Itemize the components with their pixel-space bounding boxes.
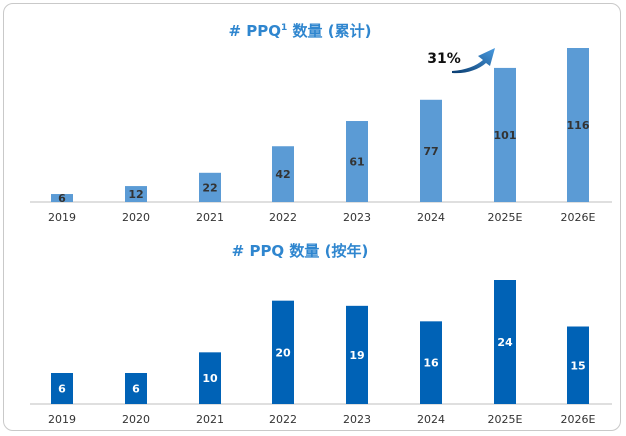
top-bar-2021 [199, 172, 221, 202]
bottom-data-label-2023: 19 [349, 349, 364, 362]
bottom-bar-2025E [494, 280, 516, 404]
bottom-tick-label-2026E: 2026E [561, 413, 596, 426]
bottom-chart: 6 2019 6 2020 10 2021 20 2022 19 2023 16 2024 24 2025… [30, 280, 612, 426]
top-data-label-2023: 61 [349, 156, 364, 169]
top-tick-label-2026E: 2026E [561, 211, 596, 224]
top-chart-title: # PPQ1 数量 (累计) [229, 22, 372, 40]
growth-arrow-icon [452, 48, 495, 74]
top-tick-label-2020: 2020 [122, 211, 150, 224]
bottom-tick-label-2019: 2019 [48, 413, 76, 426]
bottom-chart-title: # PPQ 数量 (按年) [232, 242, 369, 260]
top-data-label-2022: 42 [275, 168, 290, 181]
top-tick-label-2019: 2019 [48, 211, 76, 224]
bottom-tick-label-2022: 2022 [269, 413, 297, 426]
top-bar-2020 [125, 186, 147, 202]
bottom-data-label-2024: 16 [423, 357, 439, 370]
top-data-label-2020: 12 [128, 188, 143, 201]
bottom-bar-2024 [420, 321, 442, 404]
growth-rate-label: 31% [427, 51, 461, 67]
bottom-tick-label-2024: 2024 [417, 413, 445, 426]
bottom-data-label-2020: 6 [132, 383, 140, 396]
bottom-data-label-2019: 6 [58, 383, 66, 396]
top-data-label-2026E: 116 [567, 119, 590, 132]
top-data-label-2024: 77 [423, 145, 438, 158]
top-tick-label-2025E: 2025E [488, 211, 523, 224]
top-data-label-2025E: 101 [494, 129, 517, 142]
top-bar-2022 [272, 146, 294, 202]
top-bar-2024 [420, 99, 442, 202]
bottom-tick-label-2021: 2021 [196, 413, 224, 426]
top-tick-label-2023: 2023 [343, 211, 371, 224]
top-chart: 6 2019 12 2020 22 2021 42 2022 61 2023 77 2024 101 20… [30, 48, 612, 224]
top-bar-2019 [51, 194, 73, 202]
growth-arrow-annotation: 31% [427, 48, 495, 74]
bottom-data-label-2021: 10 [202, 372, 218, 385]
bottom-tick-label-2020: 2020 [122, 413, 150, 426]
bottom-tick-label-2025E: 2025E [488, 413, 523, 426]
bottom-bar-2022 [272, 300, 294, 404]
chart-frame [3, 3, 621, 431]
top-bar-2023 [346, 121, 368, 202]
top-tick-label-2024: 2024 [417, 211, 445, 224]
bottom-data-label-2026E: 15 [570, 359, 585, 372]
bottom-bar-2019 [51, 373, 73, 404]
top-bar-2026E [567, 48, 589, 202]
bottom-bar-2026E [567, 326, 589, 404]
top-tick-label-2021: 2021 [196, 211, 224, 224]
bottom-bar-2023 [346, 305, 368, 404]
bottom-data-label-2022: 20 [275, 346, 291, 359]
bottom-data-label-2025E: 24 [497, 336, 513, 349]
top-data-label-2019: 6 [58, 192, 66, 205]
top-data-label-2021: 22 [202, 181, 217, 194]
top-tick-label-2022: 2022 [269, 211, 297, 224]
top-bar-2025E [494, 67, 516, 203]
bottom-bar-2021 [199, 352, 221, 404]
bottom-tick-label-2023: 2023 [343, 413, 371, 426]
bottom-bar-2020 [125, 373, 147, 404]
